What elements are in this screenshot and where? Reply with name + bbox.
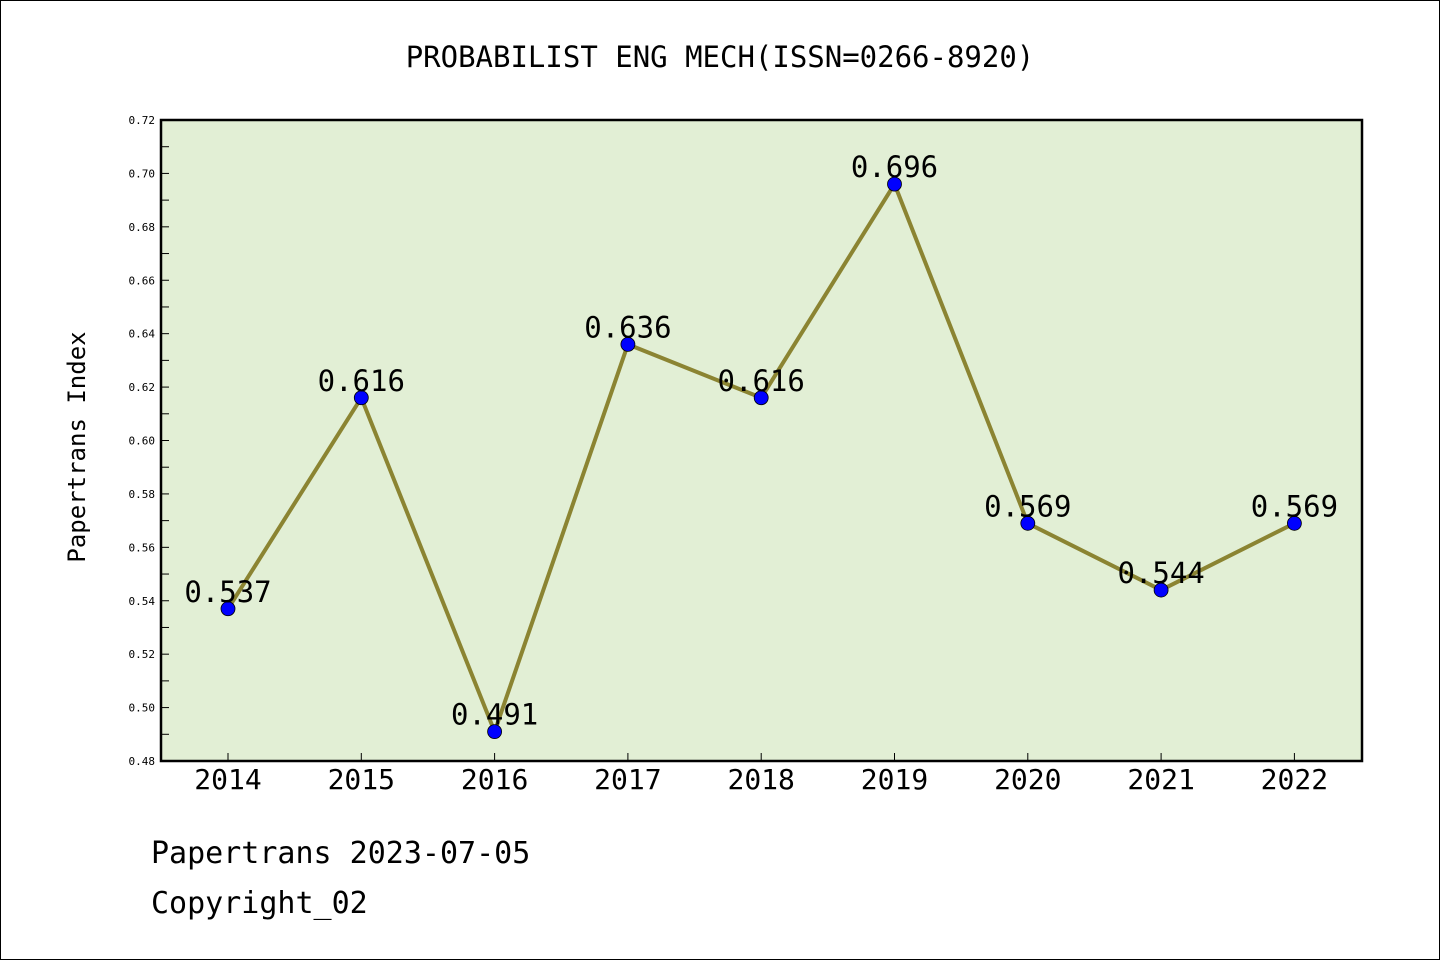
data-label: 0.537 xyxy=(184,575,271,609)
data-label: 0.569 xyxy=(984,489,1071,523)
y-tick-label: 0.58 xyxy=(129,488,156,501)
data-point xyxy=(753,390,769,406)
data-point xyxy=(1287,515,1302,531)
data-point xyxy=(487,724,503,740)
x-tick-label: 2016 xyxy=(461,763,528,796)
x-tick-label: 2018 xyxy=(727,763,794,796)
y-tick-label: 0.66 xyxy=(129,274,156,287)
data-label: 0.569 xyxy=(1251,489,1338,523)
x-tick-label: 2017 xyxy=(594,763,661,796)
data-point xyxy=(887,176,902,192)
data-point xyxy=(620,336,636,352)
y-tick-label: 0.60 xyxy=(129,435,156,448)
y-tick-label: 0.54 xyxy=(129,595,156,608)
y-tick-label: 0.52 xyxy=(129,648,156,661)
y-tick-label: 0.48 xyxy=(129,755,156,768)
data-point xyxy=(1153,582,1169,598)
x-tick-label: 2019 xyxy=(861,763,928,796)
y-tick-label: 0.68 xyxy=(129,221,156,234)
data-series xyxy=(220,176,1302,740)
data-label: 0.616 xyxy=(718,364,805,398)
data-label: 0.696 xyxy=(851,150,938,184)
data-label: 0.544 xyxy=(1117,556,1204,590)
data-label: 0.616 xyxy=(318,364,405,398)
source-date-text: Papertrans 2023-07-05 xyxy=(151,836,531,871)
x-tick-label: 2020 xyxy=(994,763,1061,796)
data-point xyxy=(1020,515,1036,531)
plot-area xyxy=(159,118,1364,763)
x-tick-label: 2015 xyxy=(328,763,395,796)
data-point xyxy=(220,601,236,617)
x-axis-ticks: 2014 2015 2016 2017 2018 2019 2020 2021 2022 xyxy=(194,753,1328,796)
y-tick-label: 0.64 xyxy=(129,328,156,341)
y-tick-label: 0.72 xyxy=(129,114,156,127)
y-tick-label: 0.50 xyxy=(129,702,156,715)
data-labels: 0.537 0.616 0.491 0.636 0.616 0.696 0.569 0.544… xyxy=(184,150,1338,732)
y-axis-ticks: 0.48 0.50 0.52 0.54 0.56 0.58 0.60 0.62 0.64 0.66… xyxy=(129,114,169,768)
data-label: 0.491 xyxy=(451,698,538,732)
chart-title: PROBABILIST ENG MECH(ISSN=0266-8920) xyxy=(406,40,1035,74)
copyright-text: Copyright_02 xyxy=(151,886,368,921)
x-tick-label: 2014 xyxy=(194,763,261,796)
x-tick-label: 2022 xyxy=(1261,763,1328,796)
y-tick-label: 0.70 xyxy=(129,167,156,180)
y-tick-label: 0.56 xyxy=(129,541,156,554)
data-point xyxy=(353,390,369,406)
y-tick-label: 0.62 xyxy=(129,381,156,394)
data-label: 0.636 xyxy=(584,310,671,344)
x-tick-label: 2021 xyxy=(1127,763,1194,796)
y-axis-label: Papertrans Index xyxy=(63,331,91,562)
